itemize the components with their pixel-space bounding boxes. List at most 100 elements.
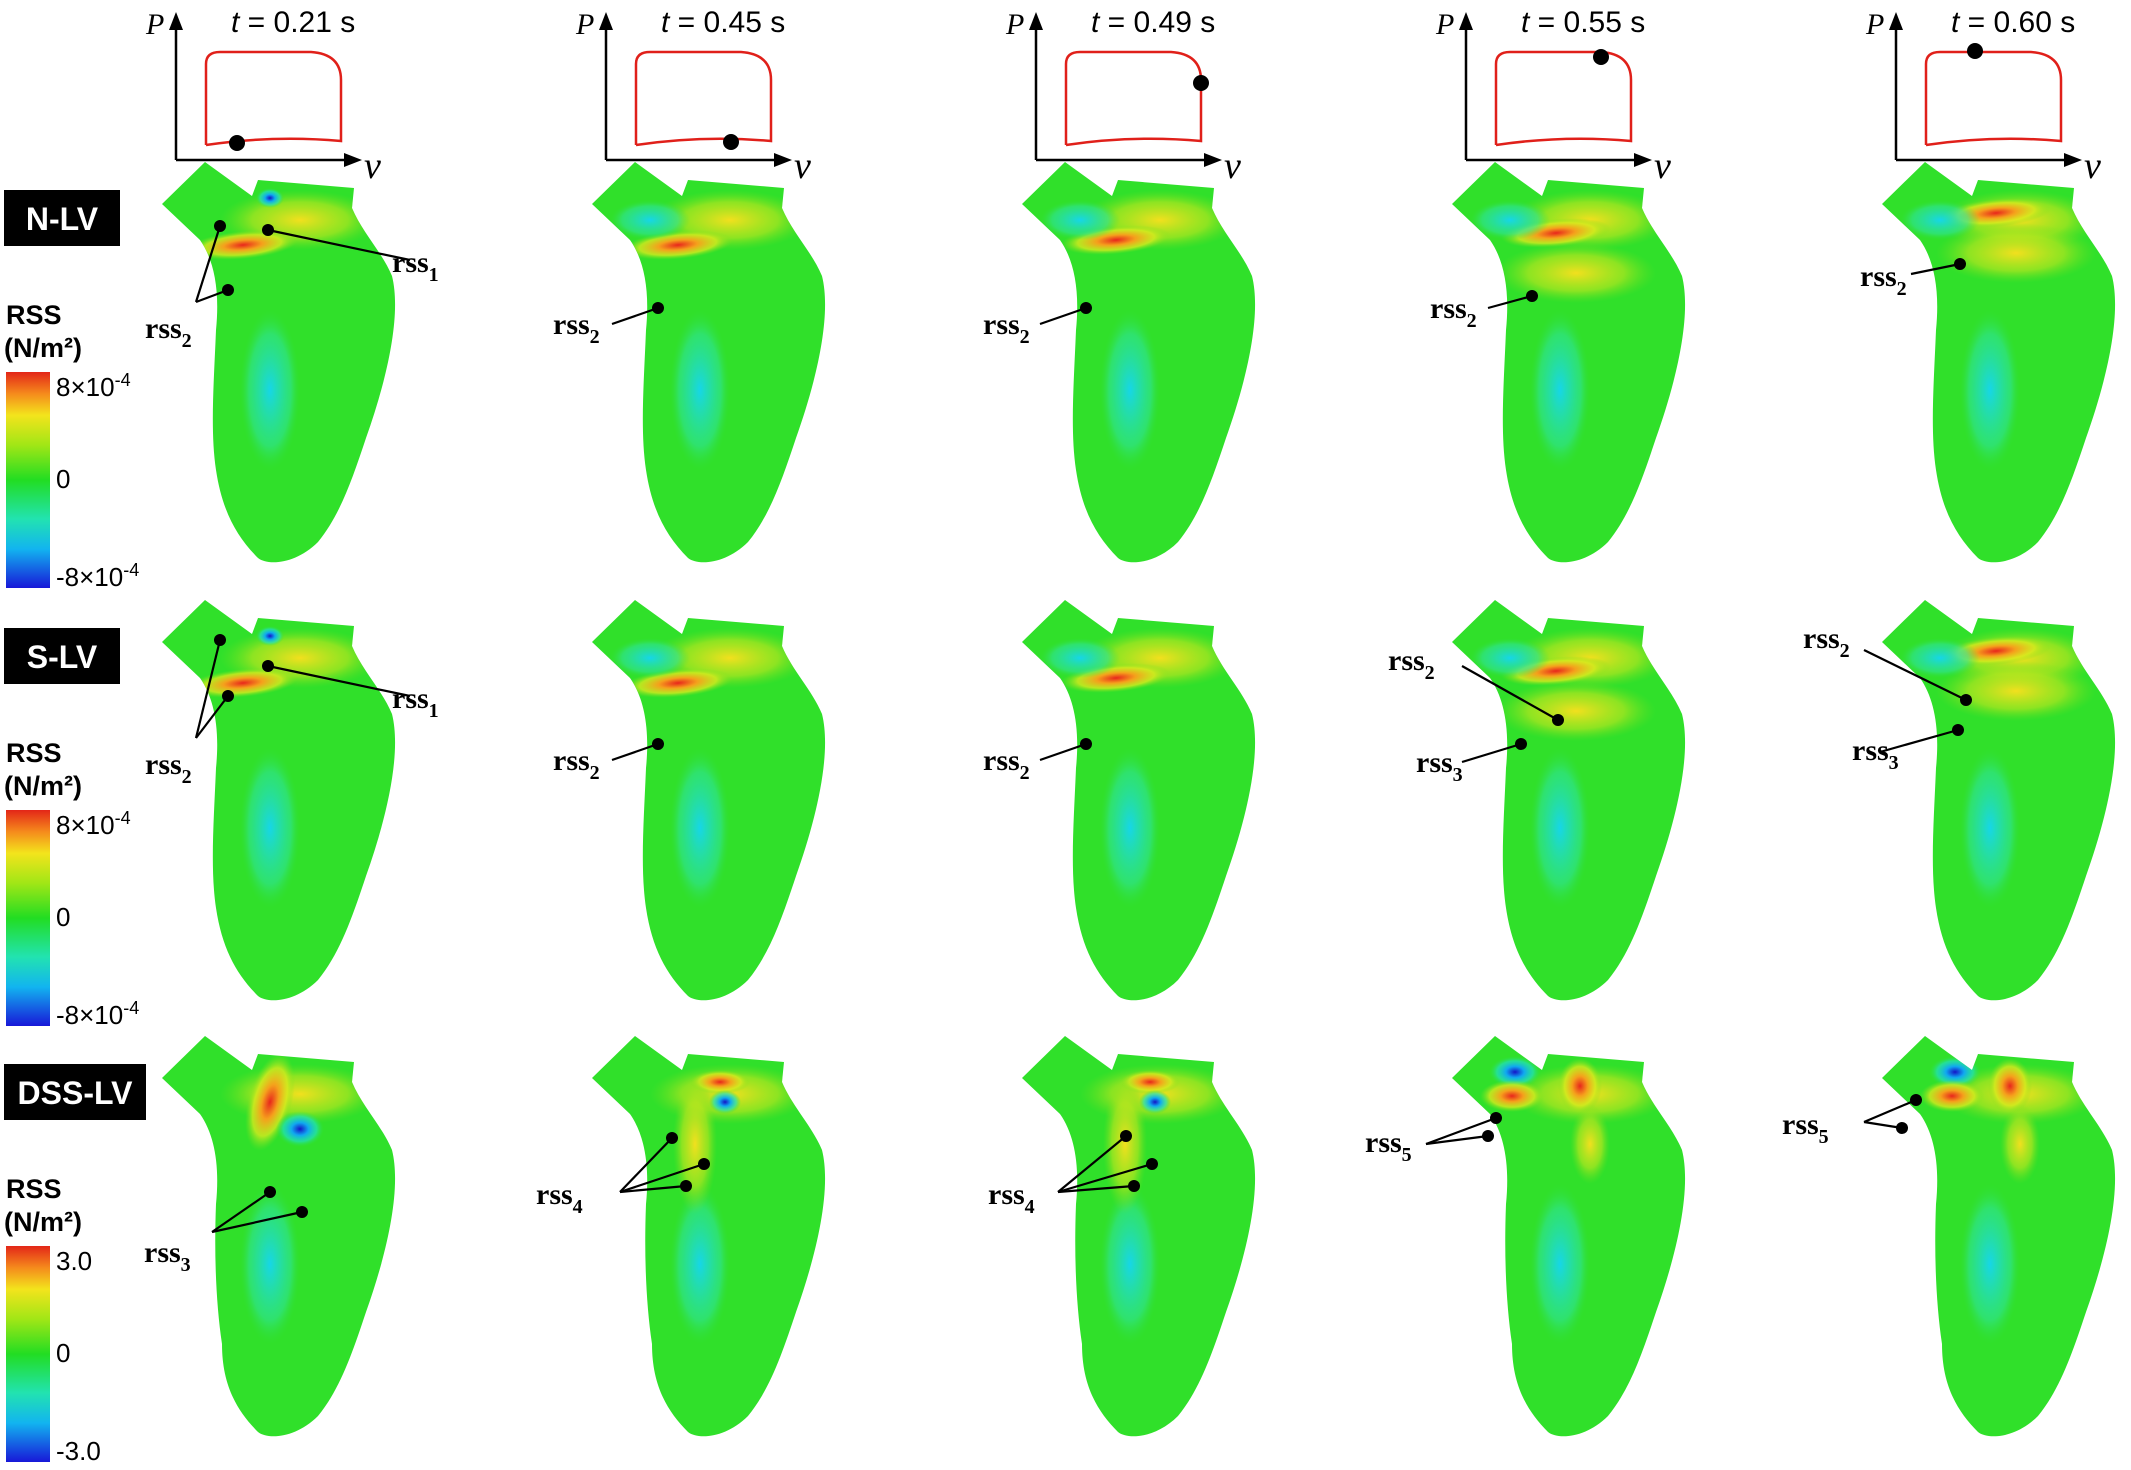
leader-line [619,1162,705,1194]
ventricle-rows: N-LVRSS(N/m²)8×10-40-8×10-4S-LVRSS(N/m²)… [4,162,2116,1466]
ventricle-n-lv-t0.55 [1452,162,1686,563]
p-axis-label: P [1435,8,1454,41]
vortex-neg [1489,1056,1541,1088]
label-rss2: rss2 [983,744,1030,784]
colorbar-unit: (N/m²) [4,771,82,801]
label-rss2: rss2 [1388,644,1435,684]
shear-band-2 [1496,681,1656,741]
leader-line [1425,1134,1489,1146]
leader-dot [680,1180,692,1192]
leader-dot [1490,1112,1502,1124]
rss-subscript: 2 [1897,278,1907,300]
p-axis-label: P [1005,8,1024,41]
ventricle-s-lv-t0.55 [1452,600,1686,1001]
colorbar-unit: (N/m²) [4,333,82,363]
rss-text: rss [1430,292,1467,325]
label-rss3: rss3 [1416,746,1463,786]
leader-line [1863,1098,1917,1124]
leader-dot [214,220,226,232]
mid-region [1100,310,1160,470]
pv-loop-curve [1924,50,2063,147]
leader-line [267,664,411,698]
ventricle-n-lv-t0.49 [1022,162,1256,563]
mid-region [1960,310,2020,470]
leader-line [1461,742,1522,764]
v-axis-label: v [2084,145,2101,187]
leader-line [194,225,222,303]
pv-loop-0.49: Pv t = 0.49 s [1005,6,1241,187]
time-label: t = 0.21 s [231,6,355,39]
time-value: = 0.55 s [1529,6,1645,39]
pv-loop-0.55: Pv t = 0.55 s [1435,6,1671,187]
rss-field [220,1053,380,1344]
time-label: t = 0.55 s [1521,6,1645,39]
leader-dot [214,634,226,646]
rss-field [610,190,810,470]
time-symbol: t [1521,6,1531,39]
leader-line [1425,1116,1497,1146]
label-rss2: rss2 [983,308,1030,348]
leader-line [1461,665,1559,721]
pv-loop-0.45: Pv t = 0.45 s [575,6,811,187]
neg-spot [256,188,284,208]
mid-region [1530,748,1590,908]
leader-dot [1120,1130,1132,1142]
leader-line [1057,1135,1127,1193]
mid-region [670,748,730,908]
ventricle-s-lv-t0.45 [592,600,826,1001]
mid-region [1960,1184,2020,1344]
p-axis-arrow [1459,12,1473,30]
label-rss4: rss4 [536,1178,583,1218]
mid-region [1530,310,1590,470]
v-axis-arrow [774,153,792,167]
leader-dot [1960,694,1972,706]
v-axis-label: v [1224,145,1241,187]
colorbar-max: 8×10-4 [56,370,131,402]
pv-loop-0.21: Pv t = 0.21 s [145,6,381,187]
rss-subscript: 2 [1020,762,1030,784]
label-rss2: rss2 [1430,292,1477,332]
jet-core [1103,1074,1147,1214]
leader-dot [652,302,664,314]
aortic-cool [1470,638,1550,678]
tick-exponent: -4 [115,808,131,828]
row-label: N-LV [26,201,99,237]
pv-marker [1593,49,1609,65]
colorbar-title: RSS [6,738,62,768]
ventricle-dss-lv-t0.55 [1452,1036,1686,1437]
leader-dot [666,1132,678,1144]
leader-line [211,1210,303,1234]
row-label-box [4,628,120,684]
leader-line [619,1184,687,1194]
aortic-cool [1470,200,1550,240]
shear-band-2 [1936,223,2096,283]
rss-text: rss [392,246,429,279]
colorbar-mid: 0 [56,1338,70,1368]
ventricle-dss-lv-t0.60 [1882,1036,2116,1437]
ventricle-s-lv-t0.49 [1022,600,1256,1001]
rss-field [1920,1056,2100,1344]
leader-dot [1080,738,1092,750]
colorbar-min: -3.0 [56,1436,101,1466]
p-axis-arrow [1029,12,1043,30]
leader-line [1057,1184,1135,1194]
mid-region [670,1184,730,1344]
leader-line [1910,262,1961,276]
leader-line [1863,649,1967,701]
rss-text: rss [553,308,590,341]
rss-subscript: 2 [1020,326,1030,348]
vortex-neg [1139,1090,1171,1114]
leader-dot [264,1186,276,1198]
v-axis-arrow [344,153,362,167]
row-dss-lv: DSS-LV RSS(N/m²) 3.0 0 -3.0 [4,1036,2116,1466]
colorbar [6,372,50,588]
p-axis-label: P [1865,8,1884,41]
mid-region [1100,748,1160,908]
rss-field [1040,190,1240,470]
mid-region [240,1184,300,1344]
v-axis-arrow [1204,153,1222,167]
vortex-pos [1920,1080,1984,1112]
v-axis-label: v [1654,145,1671,187]
ventricle-n-lv-t0.45 [592,162,826,563]
